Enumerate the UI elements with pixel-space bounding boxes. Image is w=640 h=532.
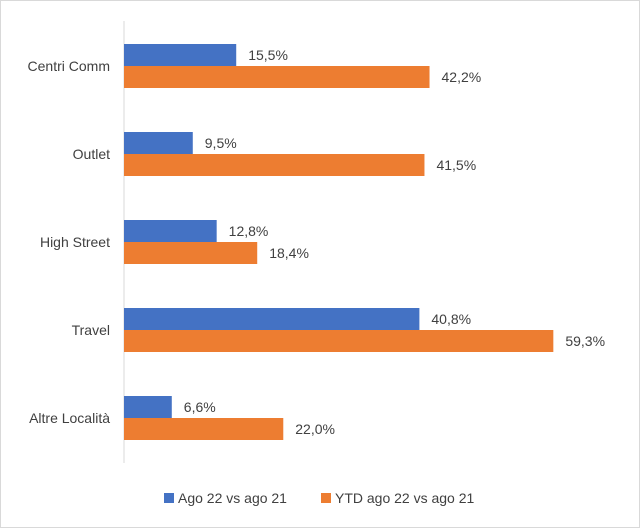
- bar-ytd-ago-22-vs-ago-21-altre-localita: [124, 418, 284, 440]
- category-label-centri-comm: Centri Comm: [28, 58, 110, 74]
- bar-ytd-ago-22-vs-ago-21-high-street: [124, 242, 258, 264]
- bar-ago-22-vs-ago-21-outlet: [124, 132, 193, 154]
- data-label-ago-22-vs-ago-21-centri-comm: 15,5%: [248, 47, 288, 63]
- data-label-ytd-ago-22-vs-ago-21-centri-comm: 42,2%: [442, 69, 482, 85]
- data-label-ago-22-vs-ago-21-altre-localita: 6,6%: [184, 399, 216, 415]
- data-label-ytd-ago-22-vs-ago-21-altre-localita: 22,0%: [295, 421, 335, 437]
- category-label-travel: Travel: [72, 322, 110, 338]
- category-label-high-street: High Street: [40, 234, 110, 250]
- category-label-altre-localita: Altre Località: [29, 410, 110, 426]
- bar-ago-22-vs-ago-21-centri-comm: [124, 44, 237, 66]
- data-label-ago-22-vs-ago-21-travel: 40,8%: [431, 311, 471, 327]
- legend-swatch-ago-22-vs-ago-21: [164, 493, 174, 503]
- bar-ytd-ago-22-vs-ago-21-travel: [124, 330, 554, 352]
- legend-label-ytd-ago-22-vs-ago-21: YTD ago 22 vs ago 21: [335, 490, 475, 506]
- bar-ytd-ago-22-vs-ago-21-centri-comm: [124, 66, 430, 88]
- data-label-ytd-ago-22-vs-ago-21-high-street: 18,4%: [269, 245, 309, 261]
- bar-ago-22-vs-ago-21-altre-localita: [124, 396, 172, 418]
- data-label-ytd-ago-22-vs-ago-21-outlet: 41,5%: [436, 157, 476, 173]
- bar-ago-22-vs-ago-21-travel: [124, 308, 420, 330]
- data-label-ago-22-vs-ago-21-outlet: 9,5%: [205, 135, 237, 151]
- data-label-ytd-ago-22-vs-ago-21-travel: 59,3%: [565, 333, 605, 349]
- data-label-ago-22-vs-ago-21-high-street: 12,8%: [229, 223, 269, 239]
- legend-swatch-ytd-ago-22-vs-ago-21: [321, 493, 331, 503]
- bar-ytd-ago-22-vs-ago-21-outlet: [124, 154, 425, 176]
- bar-ago-22-vs-ago-21-high-street: [124, 220, 217, 242]
- category-label-outlet: Outlet: [73, 146, 110, 162]
- legend-label-ago-22-vs-ago-21: Ago 22 vs ago 21: [178, 490, 287, 506]
